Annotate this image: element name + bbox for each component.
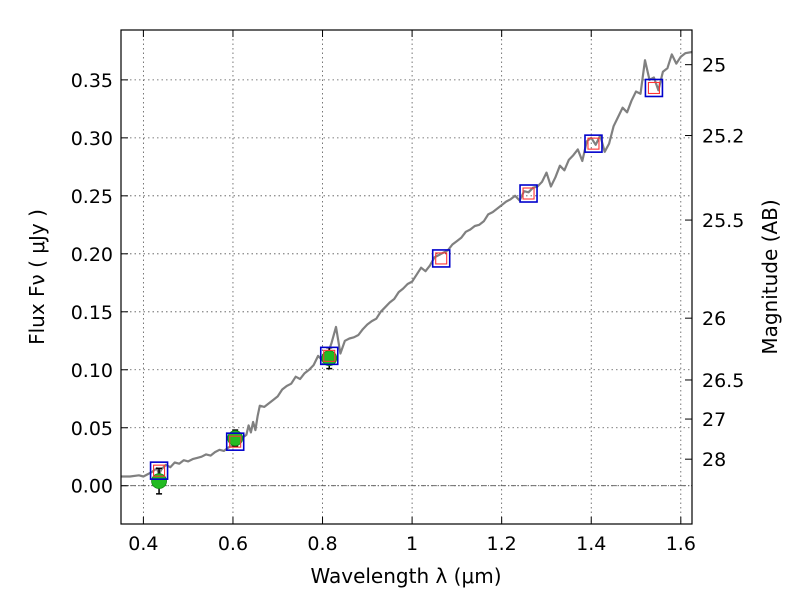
- x-tick-label: 0.8: [307, 533, 337, 555]
- grid-lines: [121, 30, 692, 524]
- right-tick-label: 25: [702, 55, 726, 77]
- y-tick-label: 0.30: [71, 128, 113, 150]
- model-point: [584, 134, 603, 153]
- plot-frame: [120, 29, 693, 525]
- y-axis-label: Flux Fν ( μJy ): [25, 209, 49, 345]
- y-tick-label: 0.05: [71, 418, 113, 440]
- model-point: [431, 249, 451, 268]
- x-tick-label: 1.6: [666, 533, 696, 555]
- x-tick-label: 1.2: [487, 533, 517, 555]
- y-tick-label: 0.20: [71, 244, 113, 266]
- model-point: [319, 346, 339, 366]
- model-point: [225, 432, 245, 451]
- right-tick-label: 26.5: [702, 370, 744, 392]
- model-point-inner: [587, 137, 600, 150]
- model-point-inner: [647, 81, 660, 95]
- right-tick-label: 25.5: [702, 210, 744, 232]
- model-point: [519, 184, 538, 203]
- model-point-inner: [522, 187, 535, 200]
- y-tick-label: 0.10: [71, 360, 113, 382]
- x-tick-label: 1: [406, 533, 418, 555]
- y-tick-label: 0.25: [71, 186, 113, 208]
- x-axis-label: Wavelength λ (μm): [310, 564, 501, 588]
- model-photometry-series: [149, 78, 664, 480]
- x-tick-label: 0.4: [128, 533, 158, 555]
- right-tick-label: 25.2: [702, 126, 744, 148]
- x-tick-label: 0.6: [218, 533, 248, 555]
- right-tick-label: 26: [702, 308, 726, 330]
- right-tick-label: 27: [702, 409, 726, 431]
- observed-point: [151, 473, 167, 489]
- y-tick-label: 0.15: [71, 302, 113, 324]
- model-point: [644, 78, 664, 98]
- model-point-inner: [229, 435, 242, 448]
- right-tick-label: 28: [702, 449, 726, 471]
- right-axis-label: Magnitude (AB): [758, 199, 782, 354]
- spectrum-line: [121, 50, 693, 478]
- model-point-inner: [323, 349, 336, 362]
- model-point: [149, 461, 169, 480]
- spectrum-series: [121, 50, 693, 478]
- x-tick-label: 1.4: [576, 533, 606, 555]
- model-point-inner: [435, 252, 448, 265]
- y-tick-label: 0.35: [71, 70, 113, 92]
- observed-point: [227, 430, 244, 447]
- y-tick-label: 0.00: [71, 476, 113, 498]
- model-point-inner: [153, 464, 166, 477]
- axis-ticks: 0.4 0.6 0.8 1 1.2 1.4 1.6 0.00 0.05 0.10 0.15 0.20 0…: [71, 30, 744, 555]
